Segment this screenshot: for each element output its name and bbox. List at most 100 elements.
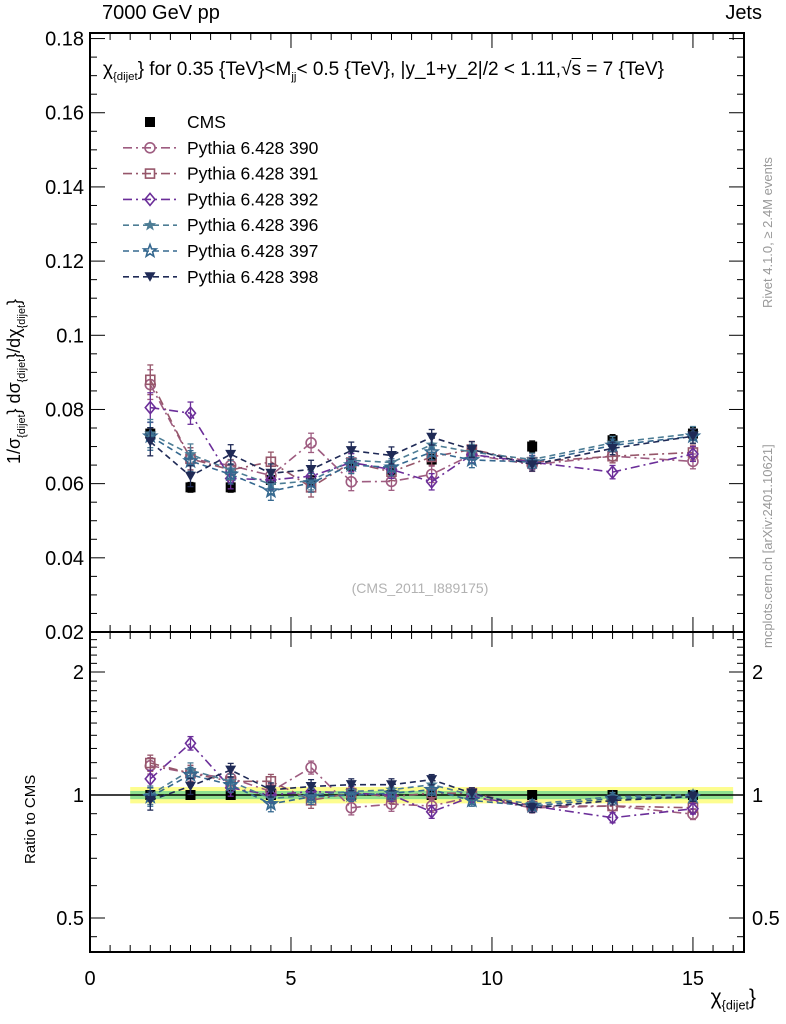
series-line-main bbox=[149, 432, 694, 486]
marker-star-open bbox=[262, 482, 280, 499]
legend-label: Pythia 6.428 396 bbox=[187, 215, 318, 235]
x-tick-label: 10 bbox=[481, 968, 503, 990]
series-line-ratio bbox=[149, 769, 694, 805]
main-y-tick-label: 0.08 bbox=[45, 399, 84, 421]
marker-star-open bbox=[463, 791, 481, 808]
marker-diamond-open bbox=[686, 801, 699, 817]
series-line-main bbox=[149, 384, 694, 483]
main-y-tick-label: 0.12 bbox=[45, 251, 84, 273]
marker-star-open bbox=[423, 443, 441, 460]
marker-star-open bbox=[302, 474, 320, 491]
x-tick-label: 0 bbox=[84, 968, 95, 990]
marker-star-open bbox=[222, 465, 240, 482]
mcplots-reference-note: mcplots.cern.ch [arXiv:2401.10621] bbox=[760, 444, 775, 648]
marker-star-open bbox=[383, 784, 400, 801]
main-y-tick-label: 0.16 bbox=[45, 103, 84, 125]
marker-square-filled bbox=[527, 790, 538, 800]
x-axis-title: χ{dijet} bbox=[600, 986, 756, 1013]
main-y-tick-label: 0.1 bbox=[56, 325, 84, 347]
marker-triangle-down-filled bbox=[144, 272, 156, 282]
marker-star-open bbox=[182, 452, 199, 469]
marker-circle-open bbox=[144, 142, 156, 154]
analysis-id-watermark: (CMS_2011_I889175) bbox=[351, 580, 489, 596]
series-line-ratio bbox=[150, 764, 694, 815]
marker-diamond-open bbox=[606, 810, 619, 825]
marker-circle-open bbox=[305, 437, 317, 449]
marker-triangle-down-filled bbox=[466, 445, 478, 455]
series-line-main bbox=[150, 406, 694, 483]
main-y-tick-label: 0.04 bbox=[45, 548, 84, 570]
legend-label: Pythia 6.428 391 bbox=[187, 164, 318, 184]
marker-star-open bbox=[423, 780, 441, 797]
label-segment: χ bbox=[103, 59, 113, 80]
marker-star-open bbox=[302, 788, 320, 804]
main-y-tick-label: 0.02 bbox=[45, 622, 84, 644]
ratio-y-tick-label-right: 2 bbox=[752, 662, 763, 684]
label-segment: {dijet bbox=[721, 998, 749, 1013]
ratio-y-tick-label-right: 0.5 bbox=[752, 908, 780, 930]
marker-triangle-down-filled bbox=[184, 781, 196, 792]
marker-square-open bbox=[144, 374, 156, 386]
series-line-main bbox=[149, 379, 694, 489]
ratio-y-tick-label-left: 0.5 bbox=[56, 908, 84, 930]
marker-star-open bbox=[222, 776, 240, 792]
marker-star-open bbox=[262, 795, 280, 812]
marker-triangle-down-filled bbox=[345, 780, 357, 790]
label-segment: } for 0.35 {TeV}<M bbox=[137, 59, 292, 80]
marker-star-open bbox=[342, 786, 360, 803]
analysis-group-label: Jets bbox=[725, 2, 762, 24]
beam-energy-label: 7000 GeV pp bbox=[102, 2, 220, 24]
marker-star-open bbox=[342, 456, 360, 473]
ratio-y-tick-label-right: 1 bbox=[752, 785, 763, 807]
marker-diamond-open bbox=[425, 804, 438, 820]
marker-circle-open bbox=[345, 475, 358, 488]
marker-triangle-down-filled bbox=[526, 460, 538, 470]
label-segment: {dijet bbox=[15, 304, 28, 329]
legend-label: Pythia 6.428 397 bbox=[187, 241, 318, 261]
marker-triangle-down-filled bbox=[385, 780, 397, 790]
marker-diamond-open bbox=[686, 446, 699, 462]
marker-diamond-open bbox=[184, 405, 197, 421]
marker-triangle-down-filled bbox=[687, 792, 699, 802]
series-line-main bbox=[149, 435, 694, 478]
legend-label: Pythia 6.428 398 bbox=[187, 267, 318, 287]
main-y-tick-label: 0.06 bbox=[45, 474, 84, 496]
marker-triangle-down-filled bbox=[466, 788, 478, 799]
marker-star-filled bbox=[143, 218, 157, 231]
series-line-ratio bbox=[150, 769, 694, 809]
marker-star-open bbox=[383, 458, 400, 475]
ratio-y-tick-label-left: 1 bbox=[73, 785, 84, 807]
marker-triangle-down-filled bbox=[305, 781, 317, 792]
marker-circle-open bbox=[345, 801, 358, 814]
label-segment: s bbox=[571, 59, 582, 80]
label-segment: } bbox=[4, 298, 24, 305]
label-segment: √ bbox=[561, 59, 572, 80]
main-y-tick-label: 0.14 bbox=[45, 177, 84, 199]
marker-diamond-open bbox=[184, 735, 197, 751]
ratio-y-tick-label-left: 2 bbox=[73, 662, 84, 684]
marker-triangle-down-filled bbox=[225, 765, 237, 776]
main-y-axis-title: 1/σ{dijet} dσ{dijet}/dχ{dijet} bbox=[4, 28, 28, 464]
legend-label: Pythia 6.428 390 bbox=[187, 138, 319, 158]
marker-triangle-down-filled bbox=[144, 795, 156, 806]
marker-triangle-down-filled bbox=[687, 431, 699, 442]
main-y-tick-label: 0.18 bbox=[45, 29, 84, 51]
label-segment: < 0.5 {TeV}, |y_1+y_2|/2 < 1.11, bbox=[296, 59, 562, 80]
marker-square-filled bbox=[185, 482, 196, 493]
marker-triangle-down-filled bbox=[385, 450, 397, 461]
marker-triangle-down-filled bbox=[607, 443, 619, 454]
plot-title: χ{dijet} for 0.35 {TeV}<Mjj< 0.5 {TeV}, … bbox=[103, 59, 664, 83]
marker-star-open bbox=[141, 242, 159, 259]
marker-triangle-down-filled bbox=[345, 446, 357, 456]
marker-square-open bbox=[144, 168, 156, 179]
legend-label: Pythia 6.428 392 bbox=[187, 189, 318, 209]
marker-square-open bbox=[144, 757, 156, 769]
label-segment: jj bbox=[291, 71, 297, 84]
marker-triangle-down-filled bbox=[144, 437, 156, 447]
label-segment: 1/σ bbox=[4, 437, 24, 464]
marker-triangle-down-filled bbox=[225, 449, 237, 460]
label-segment: } bbox=[748, 986, 756, 1009]
label-segment: {dijet bbox=[15, 358, 28, 383]
marker-triangle-down-filled bbox=[265, 468, 277, 479]
